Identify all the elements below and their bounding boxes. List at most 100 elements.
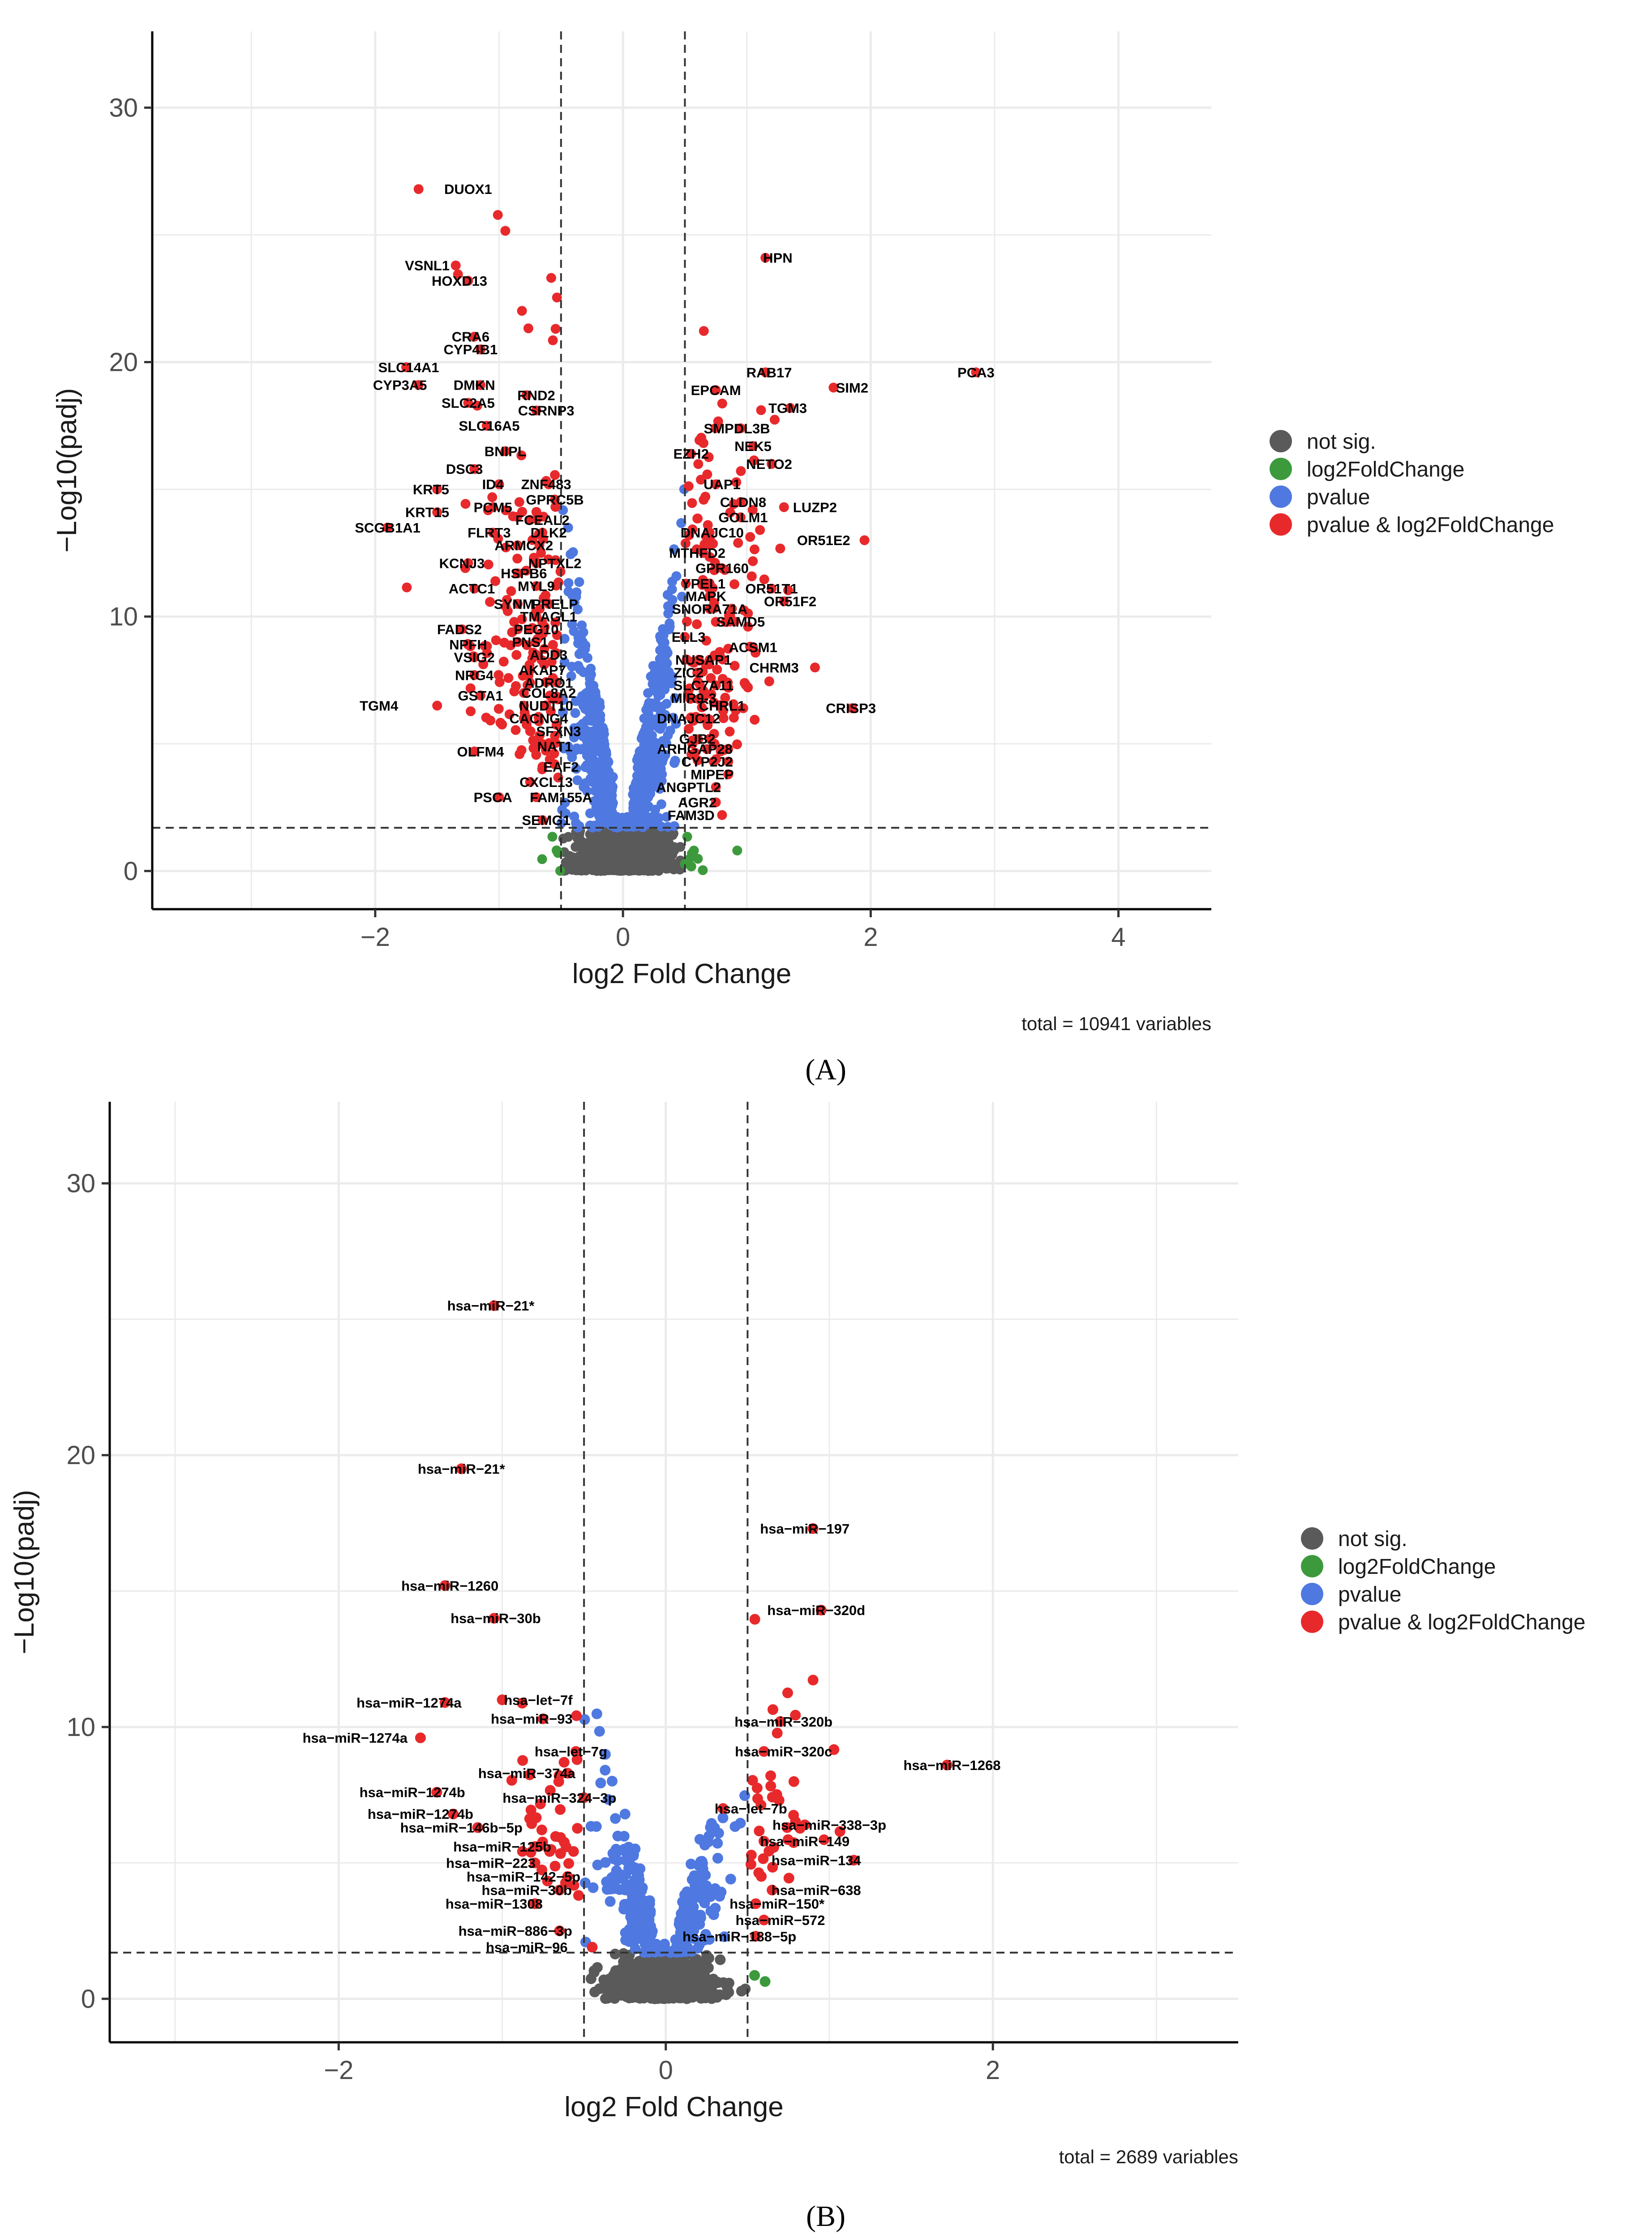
data-point (580, 779, 590, 789)
data-point (699, 326, 709, 336)
data-point (463, 398, 473, 408)
data-point (683, 481, 694, 491)
data-point (501, 542, 511, 553)
gene-label: hsa−miR−93 (491, 1711, 573, 1727)
data-point (512, 511, 523, 522)
data-point (749, 1970, 760, 1981)
data-point (699, 539, 710, 550)
data-point (549, 748, 559, 759)
data-point (682, 616, 692, 627)
data-point (545, 691, 555, 700)
data-point (466, 706, 476, 717)
data-point (620, 864, 630, 874)
gene-label: hsa−miR−338−3p (772, 1817, 886, 1833)
gene-label: PRELP (532, 596, 578, 612)
data-point (559, 634, 570, 644)
data-point (591, 1821, 602, 1832)
data-point (537, 854, 547, 864)
data-point (439, 1580, 451, 1591)
gene-label: MIPEP (691, 767, 734, 782)
data-point (688, 1957, 699, 1968)
gene-label: PEG10 (514, 622, 559, 637)
data-point (537, 1713, 549, 1724)
gene-label: PCM5 (474, 499, 512, 515)
data-point (583, 668, 593, 678)
gene-label: NETO2 (746, 456, 792, 472)
gene-label: OLFM4 (457, 744, 504, 760)
data-point (754, 1826, 765, 1837)
data-point (700, 491, 711, 502)
data-point (552, 292, 562, 303)
gene-label: MYL9 (518, 579, 555, 594)
data-point (785, 403, 795, 413)
data-point (620, 1855, 631, 1866)
data-point (596, 738, 605, 748)
data-point (551, 580, 561, 591)
gene-label: NUDT10 (519, 698, 573, 714)
data-point (578, 718, 588, 729)
data-point (686, 861, 696, 872)
data-point (497, 719, 507, 730)
data-point (472, 1822, 483, 1833)
data-point (587, 1942, 598, 1953)
data-point (697, 580, 708, 590)
data-point (588, 691, 598, 701)
data-point (519, 700, 529, 711)
total-variables-caption: total = 2689 variables (1059, 2146, 1238, 2167)
gene-label: GPRC5B (526, 492, 584, 507)
y-tick-label: 10 (109, 602, 138, 632)
data-point (775, 1716, 786, 1727)
data-point (810, 662, 820, 673)
data-point (601, 842, 611, 852)
data-point (527, 535, 537, 545)
data-point (581, 847, 591, 857)
data-point (698, 713, 708, 723)
data-point (531, 581, 541, 591)
data-point (538, 628, 548, 639)
data-point (546, 273, 556, 283)
data-point (712, 1853, 723, 1864)
gene-label: NEK5 (734, 438, 772, 454)
y-tick-label: 20 (109, 348, 138, 377)
gene-label: GSTA1 (458, 688, 503, 704)
data-point (529, 1898, 541, 1909)
legend-swatch (1301, 1555, 1323, 1577)
data-point (550, 617, 561, 627)
data-point (665, 603, 676, 613)
data-point (535, 1798, 546, 1809)
data-point (575, 834, 585, 844)
data-point (703, 520, 713, 530)
data-point (569, 723, 579, 733)
data-point (747, 505, 758, 515)
data-point (670, 756, 680, 766)
data-point (695, 679, 705, 690)
data-point (667, 584, 677, 594)
data-point (544, 599, 554, 609)
data-point (514, 497, 524, 507)
x-tick-label: −2 (324, 2056, 353, 2085)
data-point (660, 684, 670, 695)
data-point (736, 1985, 747, 1997)
data-point (600, 1749, 611, 1760)
data-point (723, 769, 734, 779)
volcano-plot-b: hsa−miR−21* hsa−miR−21* hsa−miR−197 hsa−miR… (9, 1102, 1585, 2167)
data-point (716, 746, 726, 756)
gene-label: EZH2 (674, 446, 709, 462)
data-point (563, 1858, 574, 1869)
gene-label: LUZP2 (793, 499, 837, 515)
gene-label: hsa−miR−30b (481, 1882, 572, 1898)
data-point (696, 475, 706, 485)
data-point (525, 624, 535, 635)
data-point (723, 744, 734, 754)
data-point (550, 324, 561, 334)
data-point (672, 1960, 683, 1972)
data-point (725, 726, 735, 737)
data-point (537, 815, 548, 825)
gene-label: ARMCX2 (494, 538, 553, 554)
data-point (828, 1744, 840, 1755)
data-point (600, 811, 610, 821)
data-point (469, 331, 480, 342)
data-point (735, 512, 746, 523)
data-point (695, 1910, 706, 1920)
y-tick-label: 20 (66, 1441, 95, 1470)
